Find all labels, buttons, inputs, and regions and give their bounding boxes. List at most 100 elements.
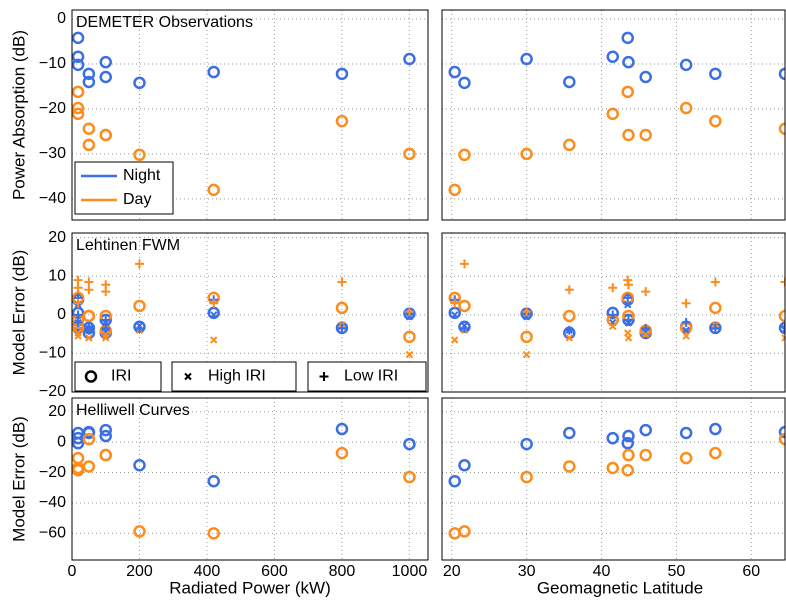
marker-circle: [207, 527, 220, 540]
marker-circle: [778, 425, 785, 439]
x-tick-label: 400: [194, 563, 221, 580]
x-tick-label: 20: [443, 563, 461, 580]
marker-legend-label: IRI: [111, 368, 131, 385]
panel-frame: [71, 232, 429, 393]
marker-circle: [335, 67, 349, 81]
marker-circle: [679, 58, 693, 72]
marker-circle: [99, 448, 112, 462]
panel-frame: [441, 232, 786, 393]
marker-circle: [403, 147, 416, 161]
x-tick-label: 30: [518, 563, 536, 580]
y-axis-label: Model Error (dB): [9, 416, 28, 542]
marker-plus: [73, 298, 83, 308]
marker-circle: [621, 85, 634, 99]
marker-circle: [622, 55, 635, 69]
marker-x: [624, 334, 633, 342]
points: [72, 259, 416, 359]
panel-frame: [441, 9, 786, 221]
marker-plus: [84, 277, 94, 287]
marker-circle: [72, 107, 85, 121]
marker-plus: [73, 283, 83, 293]
marker-x: [102, 330, 110, 338]
marker-plus: [84, 325, 94, 335]
marker-circle: [72, 85, 85, 99]
marker-plus: [564, 285, 574, 295]
marker-circle: [72, 58, 85, 72]
marker-circle: [778, 432, 785, 446]
x-tick-label: 0: [68, 563, 77, 580]
marker-circle: [133, 76, 146, 90]
marker-circle: [133, 458, 146, 472]
marker-circle: [403, 470, 416, 484]
marker-circle: [606, 50, 620, 64]
marker-plus: [134, 259, 144, 269]
marker-circle: [778, 122, 785, 135]
x-tick-label: 40: [593, 563, 611, 580]
marker-x: [210, 311, 218, 319]
marker-legend-symbol: [319, 372, 329, 381]
marker-circle: [72, 50, 85, 64]
marker-circle: [84, 370, 98, 383]
marker-circle: [82, 426, 96, 440]
marker-circle: [335, 114, 349, 128]
marker-circle: [82, 122, 96, 135]
marker-circle: [520, 470, 533, 484]
panel-frame: [71, 397, 429, 561]
x-tick-label: 60: [742, 563, 760, 580]
points: [448, 422, 785, 540]
marker-circle: [778, 309, 785, 323]
marker-plus: [608, 283, 618, 293]
marker-circle: [72, 451, 85, 465]
marker-circle: [82, 460, 96, 473]
marker-plus: [337, 323, 347, 333]
marker-circle: [621, 436, 634, 450]
marker-circle: [639, 128, 652, 142]
marker-circle: [133, 148, 146, 162]
marker-circle: [335, 321, 349, 335]
marker-circle: [458, 299, 471, 313]
marker-plus: [564, 325, 574, 335]
marker-legend-symbol: [184, 372, 192, 381]
marker-circle: [709, 114, 722, 128]
points: [72, 31, 416, 197]
y-tick-label: 20: [48, 229, 66, 246]
marker-circle: [448, 474, 461, 488]
marker-plus: [681, 318, 691, 328]
marker-x: [565, 334, 574, 342]
marker-x: [405, 350, 414, 359]
marker-circle: [458, 148, 471, 162]
marker-circle: [458, 458, 471, 472]
marker-plus: [623, 280, 633, 290]
marker-circle: [563, 75, 576, 89]
marker-circle: [606, 431, 620, 445]
marker-circle: [207, 183, 220, 197]
marker-circle: [520, 147, 533, 161]
marker-circle: [606, 107, 620, 121]
marker-circle: [563, 426, 576, 440]
legend-label: Night: [123, 167, 161, 184]
marker-circle: [709, 321, 722, 335]
panel-frame: [441, 397, 786, 561]
marker-circle: [133, 525, 146, 538]
marker-circle: [709, 301, 722, 315]
x-tick-label: 800: [329, 563, 356, 580]
marker-x: [641, 330, 650, 338]
legend-box: [74, 161, 174, 215]
marker-circle: [99, 429, 112, 443]
marker-circle: [679, 451, 693, 465]
marker-circle: [778, 321, 785, 335]
marker-circle: [679, 426, 693, 440]
marker-plus: [209, 298, 219, 308]
marker-circle: [99, 55, 112, 69]
marker-plus: [780, 321, 785, 331]
marker-circle: [448, 65, 461, 79]
y-tick-label: −20: [39, 100, 66, 117]
y-tick-label: −10: [39, 345, 66, 362]
marker-plus: [134, 323, 144, 333]
marker-circle: [563, 138, 576, 152]
marker-plus: [710, 277, 720, 287]
marker-circle: [403, 330, 416, 344]
marker-circle: [622, 429, 635, 443]
